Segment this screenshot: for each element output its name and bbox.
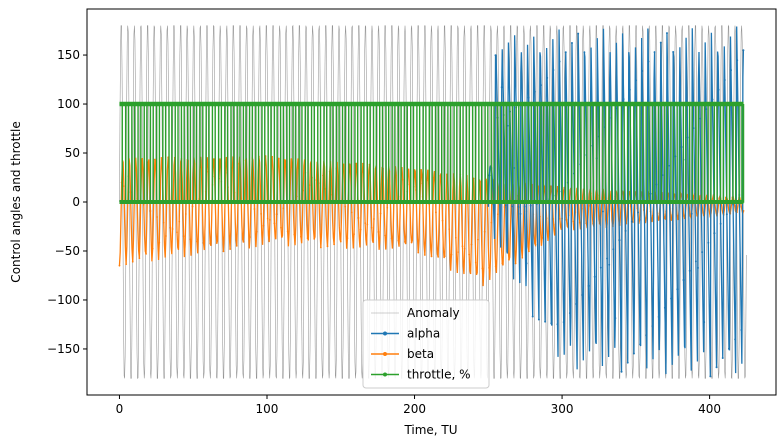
legend-box [362, 299, 490, 389]
series-beta [118, 155, 745, 287]
legend-label: Anomaly [407, 306, 460, 320]
y-tick-label: −150 [47, 342, 80, 356]
legend-item: alpha [371, 327, 440, 341]
legend-item: throttle, % [371, 368, 470, 382]
series-layer [118, 24, 747, 380]
x-tick-label: 100 [256, 402, 279, 416]
legend-item: beta [371, 347, 434, 361]
y-tick-label: 100 [57, 97, 80, 111]
legend-item: Anomaly [371, 306, 460, 320]
x-tick-label: 200 [403, 402, 426, 416]
series-throttle [119, 101, 745, 204]
y-tick-label: 150 [57, 48, 80, 62]
x-axis-ticks: 0 100 200 300 400 [116, 395, 721, 416]
legend-label: throttle, % [407, 368, 470, 382]
legend-marker [383, 331, 387, 336]
x-tick-label: 0 [116, 402, 124, 416]
legend-marker [383, 352, 387, 356]
y-tick-label: 50 [65, 146, 80, 160]
y-axis-ticks: −150 −100 −50 0 50 100 150 [47, 48, 87, 356]
legend: Anomaly alpha beta throttle, % [362, 299, 490, 389]
y-tick-label: 0 [72, 195, 80, 209]
y-axis-label: Control angles and throttle [9, 121, 23, 282]
legend-label: beta [407, 347, 434, 361]
y-tick-label: −100 [47, 293, 80, 307]
x-axis-label: Time, TU [403, 423, 457, 437]
legend-marker [383, 372, 387, 377]
x-tick-label: 300 [551, 402, 574, 416]
legend-label: alpha [407, 327, 440, 341]
y-tick-label: −50 [55, 244, 80, 258]
x-tick-label: 400 [698, 402, 721, 416]
